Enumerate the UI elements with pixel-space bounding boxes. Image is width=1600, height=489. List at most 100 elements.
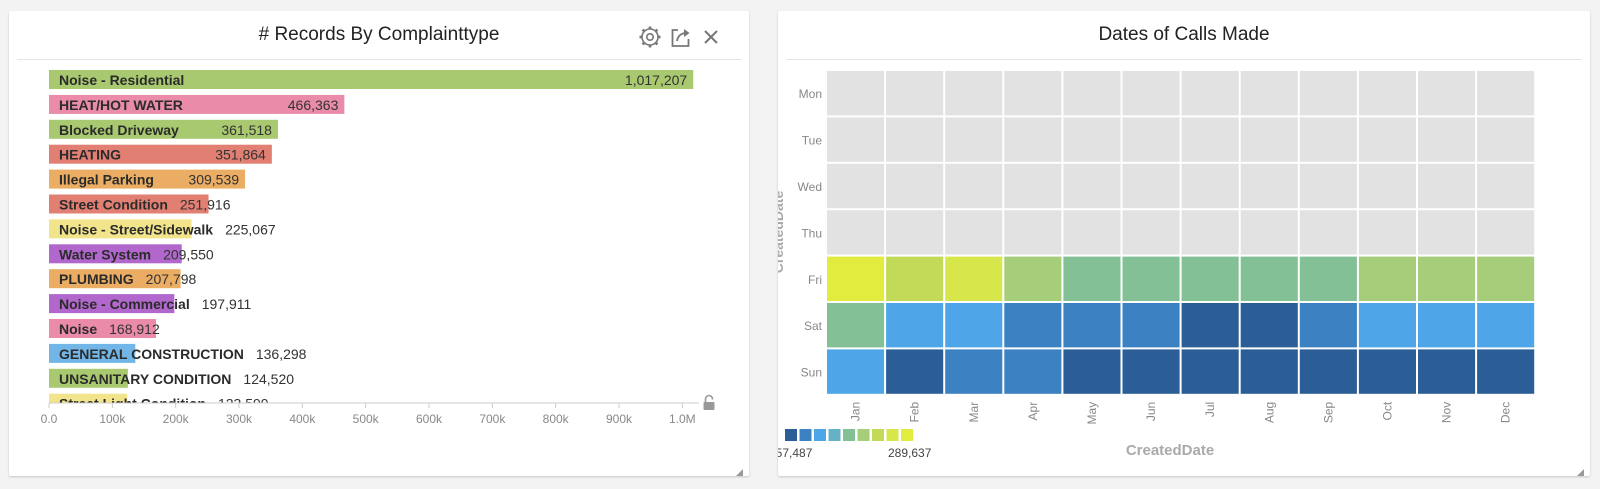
heatmap-cell[interactable]: [1299, 117, 1357, 162]
heatmap-cell[interactable]: [827, 71, 885, 116]
heatmap-cell[interactable]: [1122, 163, 1180, 209]
heatmap-cell[interactable]: [1299, 71, 1357, 116]
heatmap-cell[interactable]: [1122, 71, 1180, 116]
heatmap-cell[interactable]: [1004, 163, 1062, 209]
heatmap-cell[interactable]: [827, 210, 885, 255]
heatmap-cell[interactable]: [1418, 349, 1476, 394]
heatmap-cell[interactable]: [1477, 163, 1535, 209]
heatmap-cell[interactable]: [1418, 256, 1476, 301]
bar[interactable]: [49, 94, 345, 114]
heatmap-cell[interactable]: [886, 210, 944, 255]
heatmap-cell[interactable]: [1418, 210, 1476, 255]
heatmap-cell[interactable]: [1299, 210, 1357, 255]
bar[interactable]: [49, 144, 272, 164]
bar[interactable]: [49, 368, 128, 388]
heatmap-cell[interactable]: [886, 303, 944, 348]
bar[interactable]: [49, 343, 136, 363]
heatmap-cell[interactable]: [1358, 210, 1416, 255]
heatmap-cell[interactable]: [1418, 303, 1476, 348]
heatmap-cell[interactable]: [1240, 349, 1298, 394]
heatmap-cell[interactable]: [886, 256, 944, 301]
heatmap-cell[interactable]: [1063, 163, 1121, 209]
heatmap-cell[interactable]: [1358, 303, 1416, 348]
heatmap-cell[interactable]: [1477, 117, 1535, 162]
heatmap-cell[interactable]: [827, 256, 885, 301]
heatmap-cell[interactable]: [1181, 303, 1239, 348]
heatmap-cell[interactable]: [1418, 71, 1476, 116]
heatmap-cell[interactable]: [1181, 117, 1239, 162]
heatmap-cell[interactable]: [1299, 163, 1357, 209]
heatmap-cell[interactable]: [827, 163, 885, 209]
heatmap-cell[interactable]: [1477, 256, 1535, 301]
heatmap-cell[interactable]: [1358, 256, 1416, 301]
heatmap-cell[interactable]: [1418, 117, 1476, 162]
bar[interactable]: [49, 219, 192, 239]
heatmap-cell[interactable]: [1063, 256, 1121, 301]
heatmap-cell[interactable]: [945, 210, 1003, 255]
bar[interactable]: [49, 393, 128, 413]
heatmap-cell[interactable]: [945, 117, 1003, 162]
heatmap-cell[interactable]: [1004, 256, 1062, 301]
heatmap-cell[interactable]: [1358, 163, 1416, 209]
heatmap-cell[interactable]: [945, 303, 1003, 348]
gear-icon[interactable]: [638, 25, 662, 49]
heatmap-cell[interactable]: [886, 349, 944, 394]
heatmap-cell[interactable]: [1240, 117, 1298, 162]
heatmap-cell[interactable]: [1477, 303, 1535, 348]
heatmap-cell[interactable]: [1122, 256, 1180, 301]
bar[interactable]: [49, 119, 278, 139]
heatmap-cell[interactable]: [1004, 210, 1062, 255]
share-export-icon[interactable]: [669, 25, 693, 49]
heatmap-cell[interactable]: [1477, 210, 1535, 255]
heatmap-cell[interactable]: [1181, 349, 1239, 394]
unlock-icon[interactable]: [701, 394, 717, 412]
heatmap-cell[interactable]: [1063, 349, 1121, 394]
heatmap-cell[interactable]: [945, 71, 1003, 116]
heatmap-cell[interactable]: [1240, 256, 1298, 301]
bar[interactable]: [49, 319, 156, 338]
heatmap-cell[interactable]: [1477, 349, 1535, 394]
heatmap-cell[interactable]: [1299, 303, 1357, 348]
heatmap-cell[interactable]: [1358, 117, 1416, 162]
heatmap-cell[interactable]: [1004, 71, 1062, 116]
heatmap-cell[interactable]: [827, 303, 885, 348]
heatmap-cell[interactable]: [886, 71, 944, 116]
heatmap-cell[interactable]: [1181, 163, 1239, 209]
bar[interactable]: [49, 244, 182, 264]
heatmap-cell[interactable]: [1063, 71, 1121, 116]
bar[interactable]: [49, 294, 175, 314]
heatmap-cell[interactable]: [1181, 71, 1239, 116]
heatmap-cell[interactable]: [1477, 71, 1535, 116]
heatmap-cell[interactable]: [1122, 117, 1180, 162]
bar[interactable]: [49, 169, 246, 189]
bar[interactable]: [49, 194, 209, 214]
heatmap-cell[interactable]: [1004, 349, 1062, 394]
heatmap-cell[interactable]: [1240, 163, 1298, 209]
heatmap-cell[interactable]: [1240, 71, 1298, 116]
heatmap-cell[interactable]: [1358, 71, 1416, 116]
heatmap-cell[interactable]: [1181, 210, 1239, 255]
heatmap-cell[interactable]: [1122, 349, 1180, 394]
heatmap-cell[interactable]: [1240, 303, 1298, 348]
heatmap-cell[interactable]: [827, 117, 885, 162]
heatmap-cell[interactable]: [1063, 117, 1121, 162]
heatmap-cell[interactable]: [1358, 349, 1416, 394]
heatmap-cell[interactable]: [886, 163, 944, 209]
heatmap-cell[interactable]: [1181, 256, 1239, 301]
heatmap-cell[interactable]: [1063, 303, 1121, 348]
heatmap-cell[interactable]: [827, 349, 885, 394]
resize-handle-icon[interactable]: [736, 463, 743, 476]
heatmap-cell[interactable]: [1418, 163, 1476, 209]
heatmap-cell[interactable]: [1122, 303, 1180, 348]
heatmap-cell[interactable]: [945, 349, 1003, 394]
heatmap-cell[interactable]: [1004, 303, 1062, 348]
heatmap-cell[interactable]: [1299, 349, 1357, 394]
heatmap-cell[interactable]: [945, 163, 1003, 209]
heatmap-cell[interactable]: [1299, 256, 1357, 301]
close-icon[interactable]: [699, 25, 723, 49]
heatmap-cell[interactable]: [1004, 117, 1062, 162]
resize-handle-icon[interactable]: [1577, 463, 1584, 476]
heatmap-cell[interactable]: [945, 256, 1003, 301]
heatmap-cell[interactable]: [1122, 210, 1180, 255]
heatmap-cell[interactable]: [1240, 210, 1298, 255]
